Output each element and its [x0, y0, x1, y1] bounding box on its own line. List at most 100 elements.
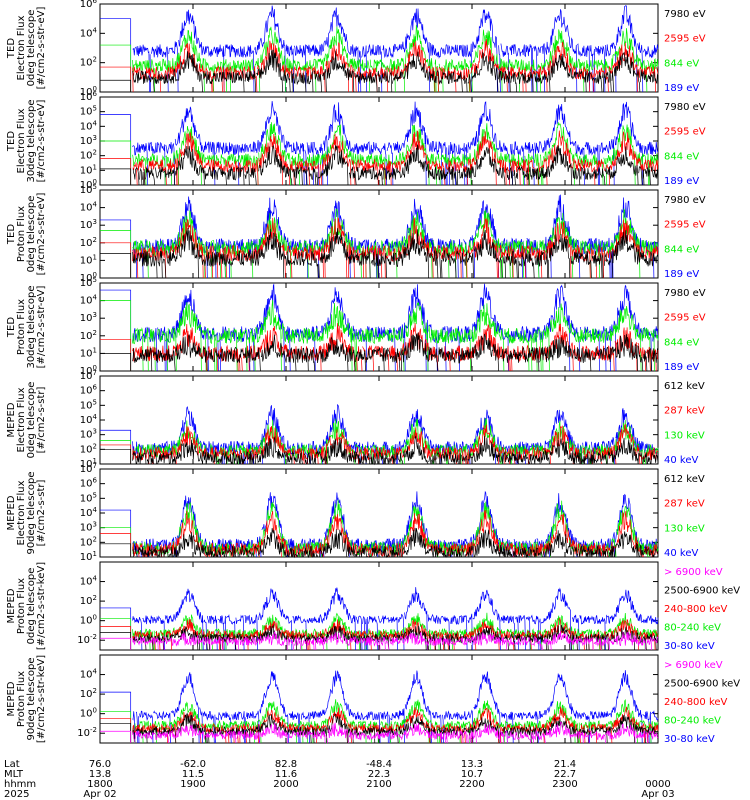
legend-entry: 7980 eV — [664, 195, 706, 206]
legend-entry: 612 keV — [664, 474, 705, 485]
legend-entry: 844 eV — [664, 58, 699, 69]
legend-entry: 40 keV — [664, 455, 698, 466]
y-tick-label: 105 — [80, 276, 97, 289]
x-tick-mlt: 22.3 — [368, 769, 390, 780]
legend-entry: 7980 eV — [664, 102, 706, 113]
legend-entry: 2595 eV — [664, 127, 706, 138]
y-axis-label: MEPEDElectron Flux0deg telescope[#/cm2-s… — [6, 382, 47, 459]
x-tick-mlt: 11.5 — [182, 769, 204, 780]
y-tick-label: 107 — [80, 369, 97, 382]
legend-entry: 189 eV — [664, 362, 699, 373]
x-tick-hhmm: 2300 — [552, 779, 577, 790]
x-tick-lat: -48.4 — [366, 759, 392, 770]
x-tick-lat: -62.0 — [180, 759, 206, 770]
y-tick-label: 10-2 — [77, 726, 97, 739]
legend-entry: 7980 eV — [664, 288, 706, 299]
y-tick-label: 104 — [80, 668, 98, 681]
legend-entry: 287 keV — [664, 406, 705, 417]
y-tick-label: 101 — [80, 163, 97, 176]
x-tick-lat: 13.3 — [461, 759, 483, 770]
y-tick-label: 104 — [80, 506, 98, 519]
legend-entry: 80-240 keV — [664, 716, 721, 727]
series-blue — [100, 587, 659, 651]
y-tick-label: 104 — [80, 413, 98, 426]
plot-frame — [99, 282, 659, 372]
series-green — [100, 25, 659, 93]
series-blue — [100, 283, 659, 372]
y-tick-label: 10-2 — [77, 633, 97, 646]
legend-entry: 287 keV — [664, 499, 705, 510]
y-tick-label: 103 — [80, 218, 97, 231]
y-tick-label: 102 — [80, 56, 97, 69]
series-red — [100, 216, 659, 279]
y-tick-label: 106 — [80, 477, 98, 490]
y-tick-label: 107 — [80, 462, 97, 475]
panel-8: 10-2 100 102 104 MEPEDProton Flux90deg teles… — [6, 654, 740, 745]
x-tick-lat: 21.4 — [554, 759, 576, 770]
x-tick-date: Apr 02 — [83, 789, 116, 800]
series-magenta — [100, 721, 659, 744]
y-tick-label: 106 — [80, 0, 98, 10]
x-tick-hhmm: 1900 — [180, 779, 205, 790]
y-tick-label: 105 — [80, 105, 97, 118]
y-axis-label: TEDProton Flux30deg telescope[#/cm2-s-st… — [6, 285, 47, 368]
legend-entry: 844 eV — [664, 244, 699, 255]
y-tick-label: 102 — [80, 236, 97, 249]
legend-entry: 40 keV — [664, 548, 698, 559]
y-tick-label: 102 — [80, 442, 97, 455]
y-axis-label: MEPEDProton Flux90deg telescope[#/cm2-s-… — [6, 655, 47, 743]
x-tick-hhmm: 0000 — [645, 779, 670, 790]
legend-entry: 240-800 keV — [664, 604, 728, 615]
y-axis-label: TEDProton Flux0deg telescope[#/cm2-s-str… — [6, 193, 47, 276]
y-tick-label: 105 — [80, 183, 97, 196]
legend-entry: 2500-6900 keV — [664, 679, 740, 690]
legend-entry: 130 keV — [664, 430, 705, 441]
y-tick-label: 104 — [80, 26, 98, 39]
y-tick-label: 101 — [80, 253, 97, 266]
series-green — [100, 299, 659, 372]
y-tick-label: 102 — [80, 594, 97, 607]
y-tick-label: 102 — [80, 535, 97, 548]
y-tick-label: 104 — [80, 119, 98, 132]
legend-entry: 7980 eV — [664, 9, 706, 20]
y-tick-label: 104 — [80, 294, 98, 307]
legend-entry: 844 eV — [664, 337, 699, 348]
y-tick-label: 102 — [80, 149, 97, 162]
x-tick-mlt: 22.7 — [554, 769, 576, 780]
y-tick-label: 102 — [80, 329, 97, 342]
series-black — [100, 144, 659, 186]
x-tick-mlt: 11.6 — [275, 769, 297, 780]
y-tick-label: 101 — [80, 550, 97, 563]
series-black — [100, 527, 659, 559]
y-tick-label: 106 — [80, 90, 98, 103]
legend-entry: 2595 eV — [664, 34, 706, 45]
x-tick-date: Apr 03 — [641, 789, 674, 800]
x-tick-mlt: 10.7 — [461, 769, 483, 780]
x-row-label: MLT — [4, 769, 24, 780]
y-tick-label: 100 — [80, 614, 97, 627]
y-axis-label: MEPEDProton Flux0deg telescope[#/cm2-s-s… — [6, 562, 47, 650]
x-tick-lat: 76.0 — [89, 759, 111, 770]
y-tick-label: 104 — [80, 575, 98, 588]
x-row-label: hhmm — [4, 779, 36, 790]
series-magenta — [100, 631, 659, 651]
y-tick-label: 102 — [80, 687, 97, 700]
y-tick-label: 103 — [80, 134, 97, 147]
legend-entry: 844 eV — [664, 151, 699, 162]
x-row-label: Lat — [4, 759, 20, 770]
series-red — [100, 130, 659, 186]
y-tick-label: 105 — [80, 491, 97, 504]
x-tick-mlt: 13.8 — [89, 769, 111, 780]
y-tick-label: 103 — [80, 521, 97, 534]
legend-entry: 130 keV — [664, 523, 705, 534]
y-tick-label: 100 — [80, 707, 97, 720]
y-axis-label: TEDElectron Flux0deg telescope[#/cm2-s-s… — [6, 7, 47, 90]
x-row-label: 2025 — [4, 789, 29, 800]
y-tick-label: 105 — [80, 398, 97, 411]
series-black — [100, 49, 659, 93]
